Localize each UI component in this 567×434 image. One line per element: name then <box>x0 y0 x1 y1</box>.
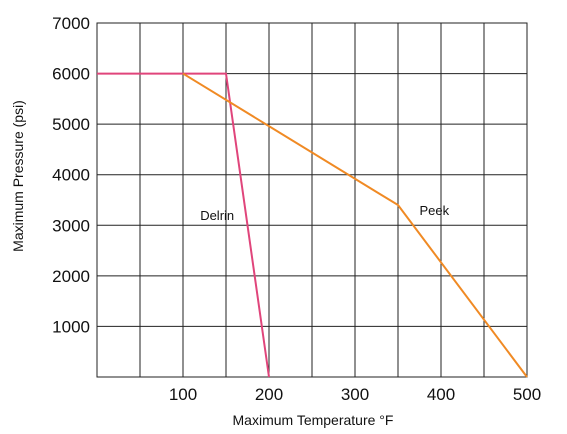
series-label-delrin: Delrin <box>200 208 234 223</box>
plot-border <box>96 22 528 378</box>
y-tick-label: 3000 <box>52 216 90 235</box>
series-line-delrin <box>97 72 270 378</box>
x-tick-label: 400 <box>427 385 455 404</box>
series-line-peek <box>182 72 528 378</box>
x-tick-label: 500 <box>513 385 541 404</box>
y-tick-label: 6000 <box>52 65 90 84</box>
y-tick-label: 7000 <box>52 14 90 33</box>
x-tick-label: 300 <box>341 385 369 404</box>
x-tick-labels: 100 200 300 400 500 <box>169 385 541 404</box>
plot-frame <box>96 22 528 378</box>
x-tick-label: 100 <box>169 385 197 404</box>
y-tick-label: 2000 <box>52 267 90 286</box>
x-tick-label: 200 <box>255 385 283 404</box>
grid <box>97 23 527 377</box>
series-layer: Delrin Peek <box>97 72 528 378</box>
y-tick-label: 5000 <box>52 115 90 134</box>
y-tick-labels: 1000 2000 3000 4000 5000 6000 7000 <box>52 14 90 336</box>
series-label-peek: Peek <box>420 203 450 218</box>
x-axis-title: Maximum Temperature °F <box>233 412 394 428</box>
y-tick-label: 1000 <box>52 317 90 336</box>
y-axis-title: Maximum Pressure (psi) <box>10 100 26 252</box>
y-tick-label: 4000 <box>52 166 90 185</box>
